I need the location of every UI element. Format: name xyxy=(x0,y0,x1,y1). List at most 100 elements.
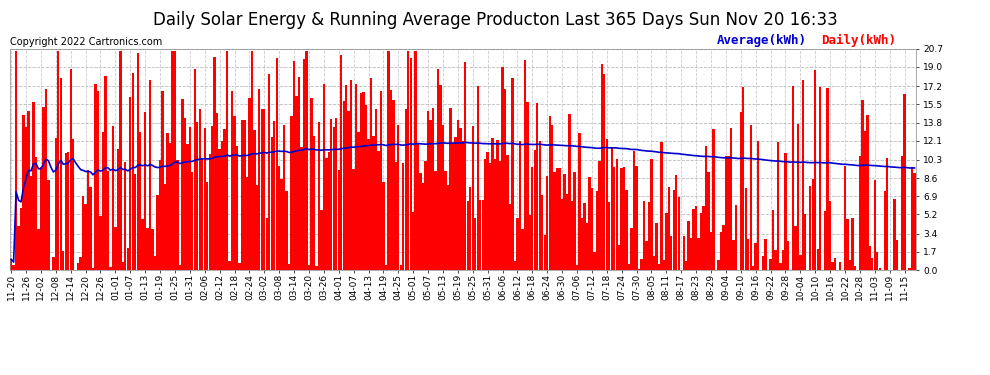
Bar xyxy=(682,236,685,270)
Bar xyxy=(667,186,670,270)
Bar xyxy=(97,91,99,270)
Bar xyxy=(546,176,548,270)
Bar xyxy=(191,171,193,270)
Bar xyxy=(151,229,153,270)
Bar xyxy=(764,238,767,270)
Bar xyxy=(749,126,751,270)
Bar xyxy=(459,128,461,270)
Bar xyxy=(315,266,318,270)
Bar xyxy=(901,156,903,270)
Bar xyxy=(611,147,613,270)
Bar xyxy=(479,200,481,270)
Bar xyxy=(253,130,255,270)
Bar xyxy=(598,160,601,270)
Bar xyxy=(13,265,15,270)
Bar xyxy=(265,219,268,270)
Bar xyxy=(57,51,59,270)
Bar xyxy=(606,140,608,270)
Bar xyxy=(144,111,147,270)
Bar xyxy=(87,170,89,270)
Bar xyxy=(300,147,303,270)
Bar xyxy=(553,172,555,270)
Bar xyxy=(367,139,369,270)
Bar xyxy=(446,185,449,270)
Bar xyxy=(209,154,211,270)
Bar xyxy=(119,51,122,270)
Bar xyxy=(779,263,782,270)
Bar xyxy=(655,223,657,270)
Bar xyxy=(521,229,524,270)
Bar xyxy=(626,190,628,270)
Bar xyxy=(481,200,484,270)
Bar xyxy=(25,127,27,270)
Bar xyxy=(375,109,377,270)
Bar xyxy=(194,69,196,270)
Bar xyxy=(268,74,270,270)
Bar xyxy=(323,84,325,270)
Bar xyxy=(23,115,25,270)
Text: Average(kWh): Average(kWh) xyxy=(717,33,807,46)
Bar xyxy=(275,58,278,270)
Bar xyxy=(298,77,300,270)
Bar xyxy=(464,62,466,270)
Bar xyxy=(672,190,675,270)
Bar xyxy=(491,138,494,270)
Bar xyxy=(718,260,720,270)
Bar xyxy=(735,206,737,270)
Bar xyxy=(273,122,275,270)
Bar xyxy=(283,125,285,270)
Bar xyxy=(876,252,878,270)
Bar xyxy=(318,123,320,270)
Bar xyxy=(216,113,219,270)
Bar xyxy=(802,80,804,270)
Bar xyxy=(797,124,799,270)
Bar xyxy=(499,161,501,270)
Bar xyxy=(112,126,114,270)
Bar xyxy=(328,152,330,270)
Bar xyxy=(702,206,705,270)
Bar xyxy=(139,132,142,270)
Bar xyxy=(64,153,67,270)
Bar xyxy=(563,174,565,270)
Bar xyxy=(657,264,660,270)
Bar xyxy=(360,93,362,270)
Bar xyxy=(158,159,161,270)
Bar xyxy=(621,168,623,270)
Bar xyxy=(15,51,17,270)
Bar xyxy=(189,127,191,270)
Bar xyxy=(486,152,489,270)
Bar xyxy=(370,78,372,270)
Bar xyxy=(576,265,578,270)
Bar xyxy=(211,126,213,270)
Bar xyxy=(628,264,631,270)
Bar xyxy=(395,162,397,270)
Bar xyxy=(407,51,410,270)
Bar xyxy=(335,118,338,270)
Bar xyxy=(69,69,72,270)
Bar xyxy=(636,166,638,270)
Bar xyxy=(573,172,575,270)
Bar xyxy=(305,51,308,270)
Bar xyxy=(777,142,779,270)
Bar xyxy=(343,101,345,270)
Bar xyxy=(250,51,253,270)
Bar xyxy=(631,228,633,270)
Bar xyxy=(33,102,35,270)
Bar xyxy=(544,235,545,270)
Bar xyxy=(846,219,848,270)
Bar xyxy=(248,98,250,270)
Bar xyxy=(633,151,636,270)
Bar xyxy=(224,129,226,270)
Bar xyxy=(685,261,687,270)
Bar xyxy=(295,96,298,270)
Bar xyxy=(290,116,293,270)
Bar xyxy=(442,125,445,270)
Bar xyxy=(506,155,509,270)
Bar xyxy=(449,108,451,270)
Bar xyxy=(866,115,868,270)
Bar xyxy=(437,69,440,270)
Bar xyxy=(380,91,382,270)
Bar xyxy=(67,152,69,270)
Bar xyxy=(377,151,379,270)
Bar xyxy=(710,232,712,270)
